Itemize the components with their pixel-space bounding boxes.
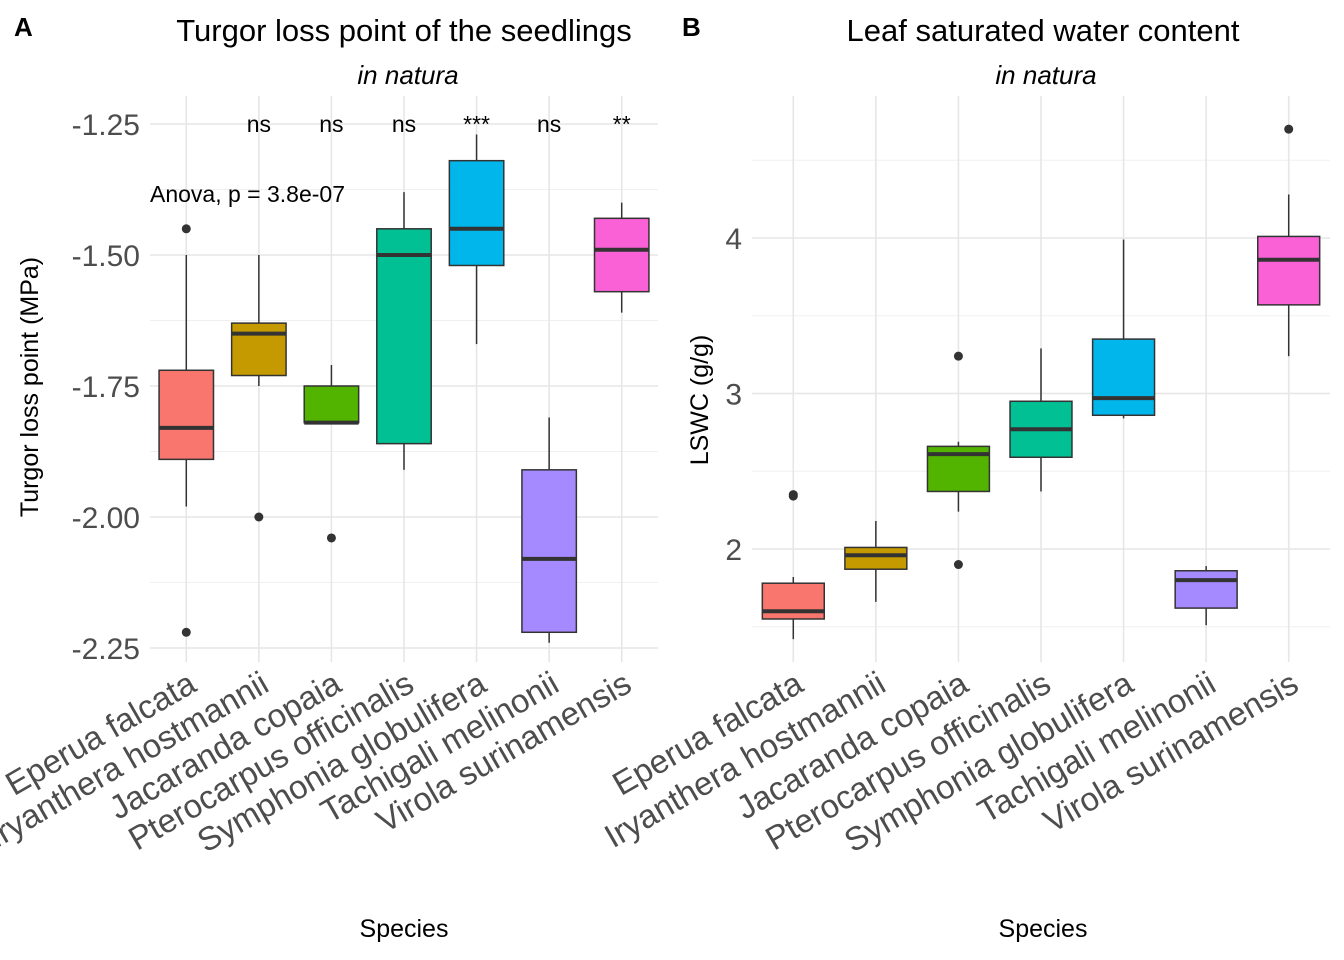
y-tick-label: -1.50: [72, 240, 140, 273]
chart-subtitle: in natura: [357, 60, 458, 90]
y-tick-label: 2: [725, 534, 742, 567]
panel-label: B: [682, 12, 701, 42]
y-tick-label: 3: [725, 379, 742, 412]
y-axis-title: LSWC (g/g): [686, 335, 714, 466]
y-tick-label: -2.00: [72, 502, 140, 535]
box-2: [844, 546, 908, 570]
box-5: [1091, 338, 1156, 417]
box-5: [448, 159, 505, 267]
x-axis-title: Species: [360, 915, 449, 943]
chart-subtitle: in natura: [995, 60, 1096, 90]
significance-label: **: [613, 111, 631, 137]
chart-title: Turgor loss point of the seedlings: [176, 13, 632, 48]
box-3: [303, 385, 360, 424]
significance-label: ***: [463, 111, 490, 137]
outlier-point: [953, 351, 963, 361]
outlier-point: [953, 560, 963, 570]
panel-label: A: [14, 12, 33, 42]
significance-label: ns: [319, 111, 343, 137]
y-axis-title: Turgor loss point (MPa): [16, 257, 44, 517]
outlier-point: [254, 512, 264, 522]
significance-label: ns: [247, 111, 271, 137]
box-6: [1174, 570, 1238, 609]
box-7: [593, 217, 650, 293]
outlier-point: [1284, 124, 1294, 134]
outlier-point: [181, 224, 191, 234]
y-tick-label: 4: [725, 223, 742, 256]
box-2: [230, 322, 287, 377]
anova-annotation: Anova, p = 3.8e-07: [150, 181, 345, 207]
outlier-point: [788, 490, 798, 500]
significance-label: ns: [537, 111, 561, 137]
box-4: [376, 228, 432, 445]
y-tick-label: -1.75: [72, 371, 140, 404]
chart-title: Leaf saturated water content: [847, 13, 1240, 48]
y-tick-label: -2.25: [72, 633, 140, 666]
y-tick-label: -1.25: [72, 109, 140, 142]
outlier-point: [326, 533, 336, 543]
significance-label: ns: [392, 111, 416, 137]
outlier-point: [181, 627, 191, 637]
box-1: [761, 582, 825, 620]
box-7: [1257, 235, 1321, 306]
x-axis-title: Species: [999, 915, 1088, 943]
box-6: [521, 469, 578, 634]
box-1: [158, 369, 215, 461]
